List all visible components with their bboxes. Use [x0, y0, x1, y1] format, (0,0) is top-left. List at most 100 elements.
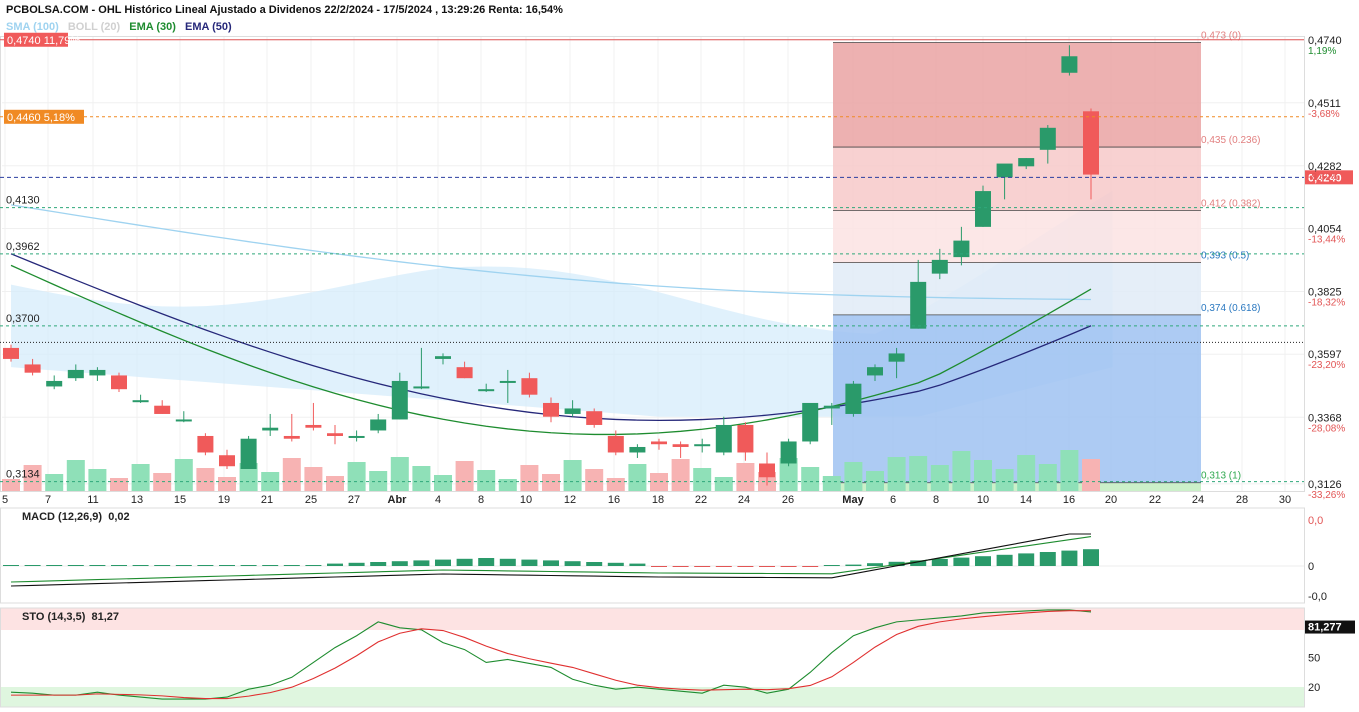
- x-tick-label: 12: [564, 494, 576, 506]
- macd-histogram-bar: [327, 563, 343, 566]
- y-tick-label: 0,3126: [1308, 479, 1342, 491]
- legend-ema50[interactable]: EMA (50): [184, 21, 232, 33]
- candle-body: [672, 444, 689, 447]
- candle-body: [651, 441, 667, 445]
- macd-histogram-bar: [499, 558, 516, 566]
- macd-histogram-bar: [910, 560, 927, 566]
- candle-body: [24, 364, 41, 373]
- volume-bar: [23, 465, 42, 491]
- volume-bar: [1060, 450, 1079, 491]
- x-tick-label: 8: [933, 494, 939, 506]
- x-tick-label: 13: [131, 494, 143, 506]
- candle-body: [67, 369, 84, 379]
- volume-bar: [88, 469, 107, 491]
- macd-histogram-bar: [67, 565, 84, 566]
- candle-body: [931, 259, 948, 274]
- macd-histogram-bar: [89, 565, 106, 566]
- macd-histogram-bar: [867, 563, 883, 566]
- candle-body: [89, 369, 106, 376]
- legend-boll20[interactable]: BOLL (20): [67, 21, 121, 33]
- volume-bar: [66, 460, 85, 491]
- macd-histogram-bar: [672, 566, 689, 567]
- high-tag: [4, 32, 68, 47]
- mid-tag-text: 0,4460 5,18%: [7, 112, 75, 124]
- macd-histogram-bar: [1061, 550, 1078, 566]
- candle-body: [715, 424, 732, 453]
- volume-bar: [2, 479, 20, 491]
- pct-label: 1,19%: [1308, 46, 1336, 57]
- y-tick-label: 0,3825: [1308, 287, 1342, 299]
- volume-bar: [196, 468, 215, 491]
- candle-body: [370, 419, 387, 431]
- volume-bar: [909, 456, 928, 491]
- x-tick-label: 14: [1020, 494, 1032, 506]
- pct-label: -3,68%: [1308, 109, 1340, 120]
- candle-body: [348, 435, 365, 438]
- macd-histogram-bar: [46, 565, 63, 566]
- macd-histogram-bar: [715, 566, 732, 567]
- volume-bar: [779, 458, 798, 491]
- legend-sma100[interactable]: SMA (100): [6, 21, 59, 33]
- x-tick-label: 15: [174, 494, 186, 506]
- sto-frame: [0, 607, 1305, 708]
- volume-bar: [693, 468, 712, 491]
- volume-bar: [1017, 455, 1036, 491]
- macd-histogram-bar: [132, 565, 149, 566]
- macd-histogram-bar: [478, 558, 495, 566]
- x-tick-label: 16: [1063, 494, 1075, 506]
- volume-bar: [304, 467, 323, 491]
- volume-bar: [628, 464, 647, 491]
- x-tick-label: May: [842, 494, 864, 506]
- macd-label: MACD (12,26,9) 0,02: [22, 511, 130, 523]
- macd-histogram-bar: [456, 558, 473, 566]
- candle-body: [175, 419, 192, 422]
- candle-body: [543, 402, 559, 417]
- x-tick-label: 10: [520, 494, 532, 506]
- support-label: 0,3700: [6, 313, 40, 325]
- x-tick-label: 22: [695, 494, 707, 506]
- candle-body: [391, 380, 408, 420]
- volume-bar: [239, 463, 258, 491]
- candle-body: [823, 405, 840, 409]
- macd-histogram-bar: [586, 562, 603, 566]
- volume-bar: [326, 476, 344, 491]
- volume-bar: [45, 474, 64, 491]
- candle-body: [111, 375, 127, 390]
- candle-body: [888, 353, 905, 362]
- macd-histogram-bar: [24, 565, 41, 566]
- pct-label: -23,20%: [1308, 360, 1345, 371]
- support-label: 0,3962: [6, 241, 40, 253]
- volume-bar: [650, 473, 668, 491]
- macd-histogram-bar: [694, 566, 711, 567]
- x-tick-label: 22: [1149, 494, 1161, 506]
- chart-title: PCBOLSA.COM - OHL Histórico Lineal Ajust…: [6, 4, 563, 16]
- fib-zone-below: [833, 482, 1201, 491]
- macd-histogram-bar: [802, 566, 819, 567]
- volume-bar: [542, 474, 560, 491]
- sto-value-text: 81,277: [1308, 622, 1342, 634]
- x-tick-label: 20: [1105, 494, 1117, 506]
- volume-bar: [1038, 464, 1057, 491]
- candle-body: [759, 463, 775, 478]
- fib-zone: [833, 210, 1201, 263]
- fib-label: 0,473 (0): [1201, 31, 1241, 42]
- candle-body: [629, 446, 646, 453]
- candle-body: [867, 367, 883, 376]
- macd-histogram-bar: [262, 565, 279, 566]
- macd-histogram-bar: [996, 554, 1013, 566]
- candle-body: [1083, 111, 1099, 175]
- pct-label: -18,32%: [1308, 298, 1345, 309]
- legend-ema30[interactable]: EMA (30): [129, 21, 176, 33]
- x-tick-label: 24: [738, 494, 750, 506]
- candle-body: [780, 441, 797, 464]
- macd-histogram-bar: [175, 565, 192, 566]
- x-tick-label: 28: [1236, 494, 1248, 506]
- sto-overbought-zone: [0, 608, 1304, 630]
- macd-histogram-bar: [370, 562, 387, 566]
- y-tick-label: 0,4740: [1308, 35, 1342, 47]
- volume-bar: [844, 462, 863, 491]
- volume-bar: [369, 471, 388, 491]
- candle-body: [456, 367, 473, 379]
- macd-histogram-bar: [737, 566, 754, 567]
